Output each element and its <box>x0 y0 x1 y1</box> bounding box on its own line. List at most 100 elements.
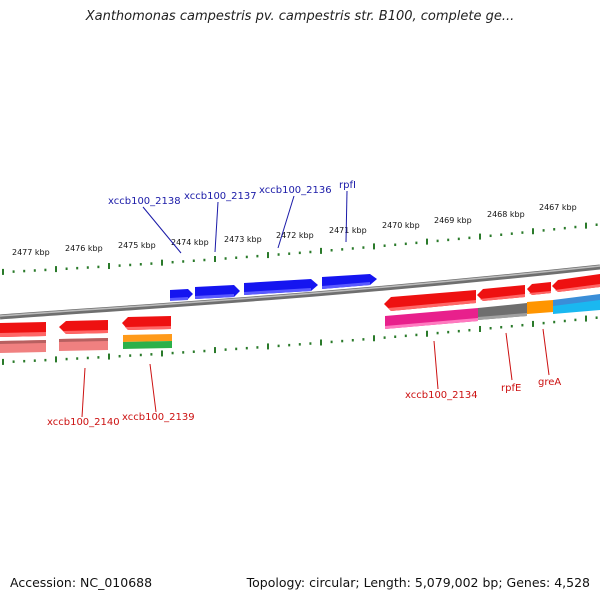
ruler-label-2471: 2471 kbp <box>329 226 367 235</box>
ruler-tick <box>532 228 534 234</box>
ruler-tick <box>596 223 598 226</box>
gene-xccb100-2138[interactable] <box>170 289 193 301</box>
gene-offscreen-right[interactable] <box>552 274 600 314</box>
ruler-tick <box>309 251 311 254</box>
ruler-tick <box>150 262 152 265</box>
ruler-tick <box>76 357 78 360</box>
ruler-tick <box>437 240 439 243</box>
ruler-tick <box>331 249 333 252</box>
gene-xccb100-2139[interactable] <box>122 316 172 349</box>
ruler-tick <box>161 350 163 356</box>
ruler-tick <box>267 252 269 258</box>
ruler-tick <box>267 343 269 349</box>
ruler-tick <box>500 326 502 329</box>
gene-xccb100-2140b[interactable] <box>59 320 108 351</box>
ruler-tick <box>384 336 386 339</box>
ruler-tick <box>76 267 78 270</box>
gene-xccb100-2140[interactable] <box>0 322 46 353</box>
ruler-tick <box>182 260 184 263</box>
ruler-tick <box>203 350 205 353</box>
label-xccb100-2139[interactable]: xccb100_2139 <box>122 412 195 423</box>
label-rpfI[interactable]: rpfI <box>339 180 356 191</box>
ruler-tick <box>55 356 57 362</box>
ruler-tick <box>225 257 227 260</box>
ruler-tick <box>309 342 311 345</box>
ruler-tick <box>34 269 36 272</box>
ruler-tick <box>278 253 280 256</box>
ruler-tick <box>108 354 110 360</box>
ruler-tick <box>564 227 566 230</box>
ruler-tick <box>331 341 333 344</box>
ruler-label-2473: 2473 kbp <box>224 235 262 244</box>
ruler-tick <box>140 263 142 266</box>
ruler-tick <box>214 347 216 353</box>
ruler-tick <box>564 320 566 323</box>
ruler-tick <box>172 261 174 264</box>
label-xccb100-2134[interactable]: xccb100_2134 <box>405 390 478 401</box>
ruler-tick <box>341 248 343 251</box>
ruler-tick <box>44 359 46 362</box>
ruler-tick <box>87 357 89 360</box>
ruler-tick <box>574 226 576 229</box>
ruler-tick <box>97 356 99 359</box>
ruler-tick <box>341 340 343 343</box>
ruler-tick <box>320 339 322 345</box>
ruler-tick <box>468 329 470 332</box>
ruler-tick <box>352 247 354 250</box>
label-greA[interactable]: greA <box>538 377 561 388</box>
ruler-tick <box>2 269 4 275</box>
ruler-tick <box>384 244 386 247</box>
label-rpfE[interactable]: rpfE <box>501 383 521 394</box>
ruler-tick <box>543 229 545 232</box>
ruler-tick <box>574 319 576 322</box>
ruler-label-2469: 2469 kbp <box>434 216 472 225</box>
ruler-label-2474: 2474 kbp <box>171 238 209 247</box>
ruler-tick <box>256 346 258 349</box>
ruler-tick <box>500 233 502 236</box>
ruler-tick <box>150 353 152 356</box>
ruler-tick <box>66 358 68 361</box>
ruler-tick <box>490 235 492 238</box>
ruler-tick <box>225 348 227 351</box>
ruler-tick <box>278 345 280 348</box>
ruler-tick <box>585 223 587 229</box>
ruler-tick <box>13 360 15 363</box>
ruler-tick <box>129 264 131 267</box>
ruler-tick <box>193 260 195 263</box>
outer-ruler: 2477 kbp 2476 kbp 2475 kbp 2474 kbp 2473… <box>2 203 598 275</box>
ruler-tick <box>447 331 449 334</box>
ruler-tick <box>585 316 587 322</box>
label-xccb100-2137[interactable]: xccb100_2137 <box>184 191 257 202</box>
label-xccb100-2138[interactable]: xccb100_2138 <box>108 196 181 207</box>
ruler-tick <box>256 255 258 257</box>
ruler-tick <box>172 352 174 355</box>
gene-rpfE[interactable] <box>477 285 527 320</box>
ruler-tick <box>543 322 545 325</box>
ruler-tick <box>373 243 375 249</box>
ruler-label-2467: 2467 kbp <box>539 203 577 212</box>
ruler-tick <box>66 268 68 271</box>
genome-map[interactable]: 2477 kbp 2476 kbp 2475 kbp 2474 kbp 2473… <box>0 0 600 600</box>
ruler-label-2477: 2477 kbp <box>12 248 50 257</box>
ruler-tick <box>288 344 290 347</box>
ruler-tick <box>362 246 364 249</box>
ruler-tick <box>235 348 237 351</box>
ruler-tick <box>235 256 237 259</box>
ruler-tick <box>458 330 460 333</box>
ruler-tick <box>299 252 301 255</box>
label-xccb100-2140[interactable]: xccb100_2140 <box>47 417 120 428</box>
ruler-tick <box>352 339 354 342</box>
ruler-tick <box>193 350 195 353</box>
ruler-tick <box>405 335 407 338</box>
ruler-tick <box>468 237 470 240</box>
ruler-tick <box>161 260 163 266</box>
ruler-tick <box>288 252 290 255</box>
gene-xccb100-2134[interactable] <box>384 290 478 329</box>
gene-greA[interactable] <box>527 282 553 314</box>
gene-xccb100-2137[interactable] <box>195 285 240 299</box>
ruler-tick <box>108 263 110 269</box>
label-xccb100-2136[interactable]: xccb100_2136 <box>259 185 332 196</box>
ruler-tick <box>320 248 322 254</box>
ruler-tick <box>394 335 396 338</box>
gene-rpfI[interactable] <box>322 274 377 289</box>
